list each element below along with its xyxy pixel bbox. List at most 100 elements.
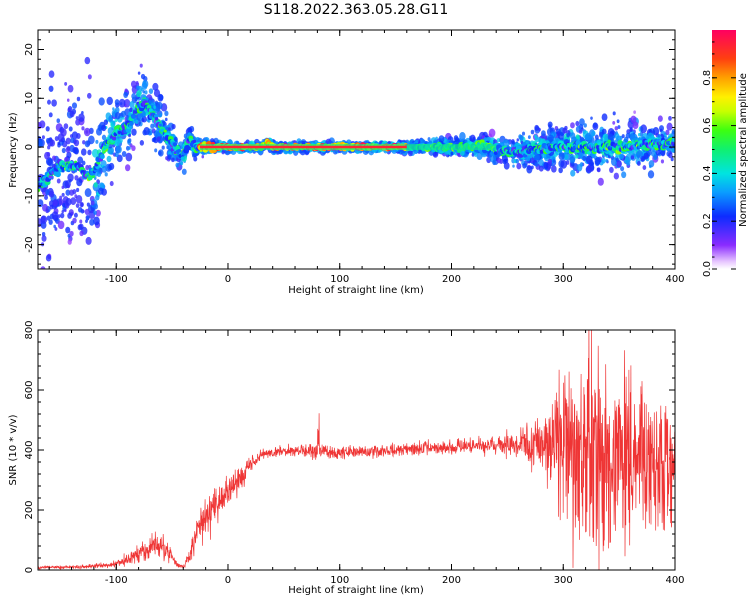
spectral-blob <box>95 139 99 144</box>
x-tick-label: 0 <box>225 575 231 586</box>
spectral-blob <box>666 122 673 131</box>
y-tick-label: -10 <box>24 188 35 204</box>
spectral-blob <box>585 165 592 173</box>
spectral-blob <box>66 98 70 102</box>
spectral-blob <box>608 155 611 159</box>
spectral-blob <box>128 111 132 117</box>
spectral-blob <box>670 134 673 138</box>
spectral-ridge-point <box>91 174 95 179</box>
spectral-blob <box>569 156 576 164</box>
spectral-blob <box>150 123 155 129</box>
spectral-blob <box>564 125 568 131</box>
spectral-blob <box>519 134 524 141</box>
spectral-blob <box>79 201 84 208</box>
spectral-blob <box>103 119 108 126</box>
spectral-blob <box>592 122 599 131</box>
spectral-ridge-point <box>112 136 117 141</box>
spectral-blob <box>671 129 675 135</box>
spectral-blob <box>643 152 649 160</box>
spectral-blob <box>407 149 413 157</box>
spectral-blob <box>488 128 496 138</box>
y-tick-label: 800 <box>24 320 35 339</box>
spectral-blob <box>48 190 55 198</box>
spectral-blob <box>48 70 55 78</box>
spectral-blob <box>70 197 77 205</box>
spectral-ridge-point <box>192 139 197 144</box>
spectral-blob <box>127 140 131 145</box>
spectral-blob <box>607 133 614 141</box>
spectral-blob <box>154 100 159 105</box>
spectral-blob <box>76 178 83 187</box>
x-tick-label: 300 <box>554 274 573 285</box>
spectral-blob <box>106 155 112 163</box>
spectral-blob <box>140 73 146 80</box>
spectral-blob <box>90 200 95 206</box>
spectral-blob <box>148 88 154 94</box>
spectral-blob <box>67 212 72 219</box>
spectral-blob <box>51 155 57 161</box>
spectral-blob <box>65 226 71 234</box>
spectral-blob <box>40 266 46 269</box>
spectral-blob <box>75 194 83 204</box>
spectral-blob <box>69 110 75 118</box>
spectral-ridge-point <box>99 154 105 160</box>
spectral-blob <box>93 182 98 188</box>
y-tick-label: 600 <box>24 380 35 399</box>
spectral-ridge-point <box>73 169 77 173</box>
spectral-blob <box>648 129 652 133</box>
spectral-blob <box>660 149 666 157</box>
spectrogram-frame <box>37 29 676 270</box>
spectral-blob <box>578 129 583 134</box>
spectral-blob <box>46 215 51 221</box>
spectral-blob <box>616 119 620 124</box>
spectral-blob <box>65 197 72 206</box>
spectral-blob <box>629 127 633 132</box>
spectral-blob <box>547 158 553 165</box>
spectral-blob <box>128 133 132 138</box>
spectral-blob <box>60 128 67 137</box>
x-tick-label: 100 <box>330 274 349 285</box>
spectral-blob <box>88 135 95 145</box>
spectral-blob <box>647 132 653 140</box>
x-tick-label: -100 <box>105 575 128 586</box>
spectral-blob <box>420 139 423 143</box>
spectral-blob <box>67 239 72 245</box>
spectral-blob <box>512 164 515 168</box>
spectral-blob <box>591 130 596 137</box>
x-tick-label: 400 <box>665 274 684 285</box>
spectral-blob <box>575 134 580 140</box>
spectral-blob <box>192 154 195 158</box>
spectral-blob <box>153 105 157 110</box>
spectral-blob <box>124 164 131 172</box>
spectral-blob <box>61 185 65 190</box>
spectral-blob <box>585 132 592 141</box>
spectral-blob <box>115 145 122 154</box>
spectral-blob <box>67 173 74 182</box>
spectral-blob <box>534 124 539 131</box>
spectral-ridge-point <box>184 144 191 151</box>
y-tick-label: 0 <box>24 567 35 573</box>
spectral-blob <box>85 164 90 171</box>
spectral-blob <box>427 137 431 142</box>
y-tick-label: 400 <box>24 440 35 459</box>
snr-ylabel: SNR (10 * v/v) <box>8 414 19 485</box>
spectral-blob <box>530 129 535 135</box>
spectral-blob <box>564 153 569 160</box>
spectral-blob <box>668 152 673 159</box>
spectral-blob <box>54 136 59 142</box>
spectral-blob <box>76 96 81 102</box>
spectral-blob <box>78 113 85 122</box>
colorbar-ticks: 0.0 0.2 0.4 0.6 0.8 <box>702 41 736 277</box>
spectral-blob <box>93 216 100 226</box>
spectral-blob <box>63 123 69 130</box>
spectral-blob <box>630 115 637 124</box>
spectral-blob <box>120 110 126 118</box>
spectral-blob <box>575 120 580 127</box>
spectral-blob <box>143 126 150 136</box>
spectral-blob <box>47 158 54 167</box>
spectral-blob <box>153 89 161 98</box>
spectral-blob <box>504 158 509 163</box>
spectral-blob <box>548 134 554 143</box>
figure-title: S118.2022.363.05.28.G11 <box>264 2 449 18</box>
spectral-blob <box>633 110 637 114</box>
